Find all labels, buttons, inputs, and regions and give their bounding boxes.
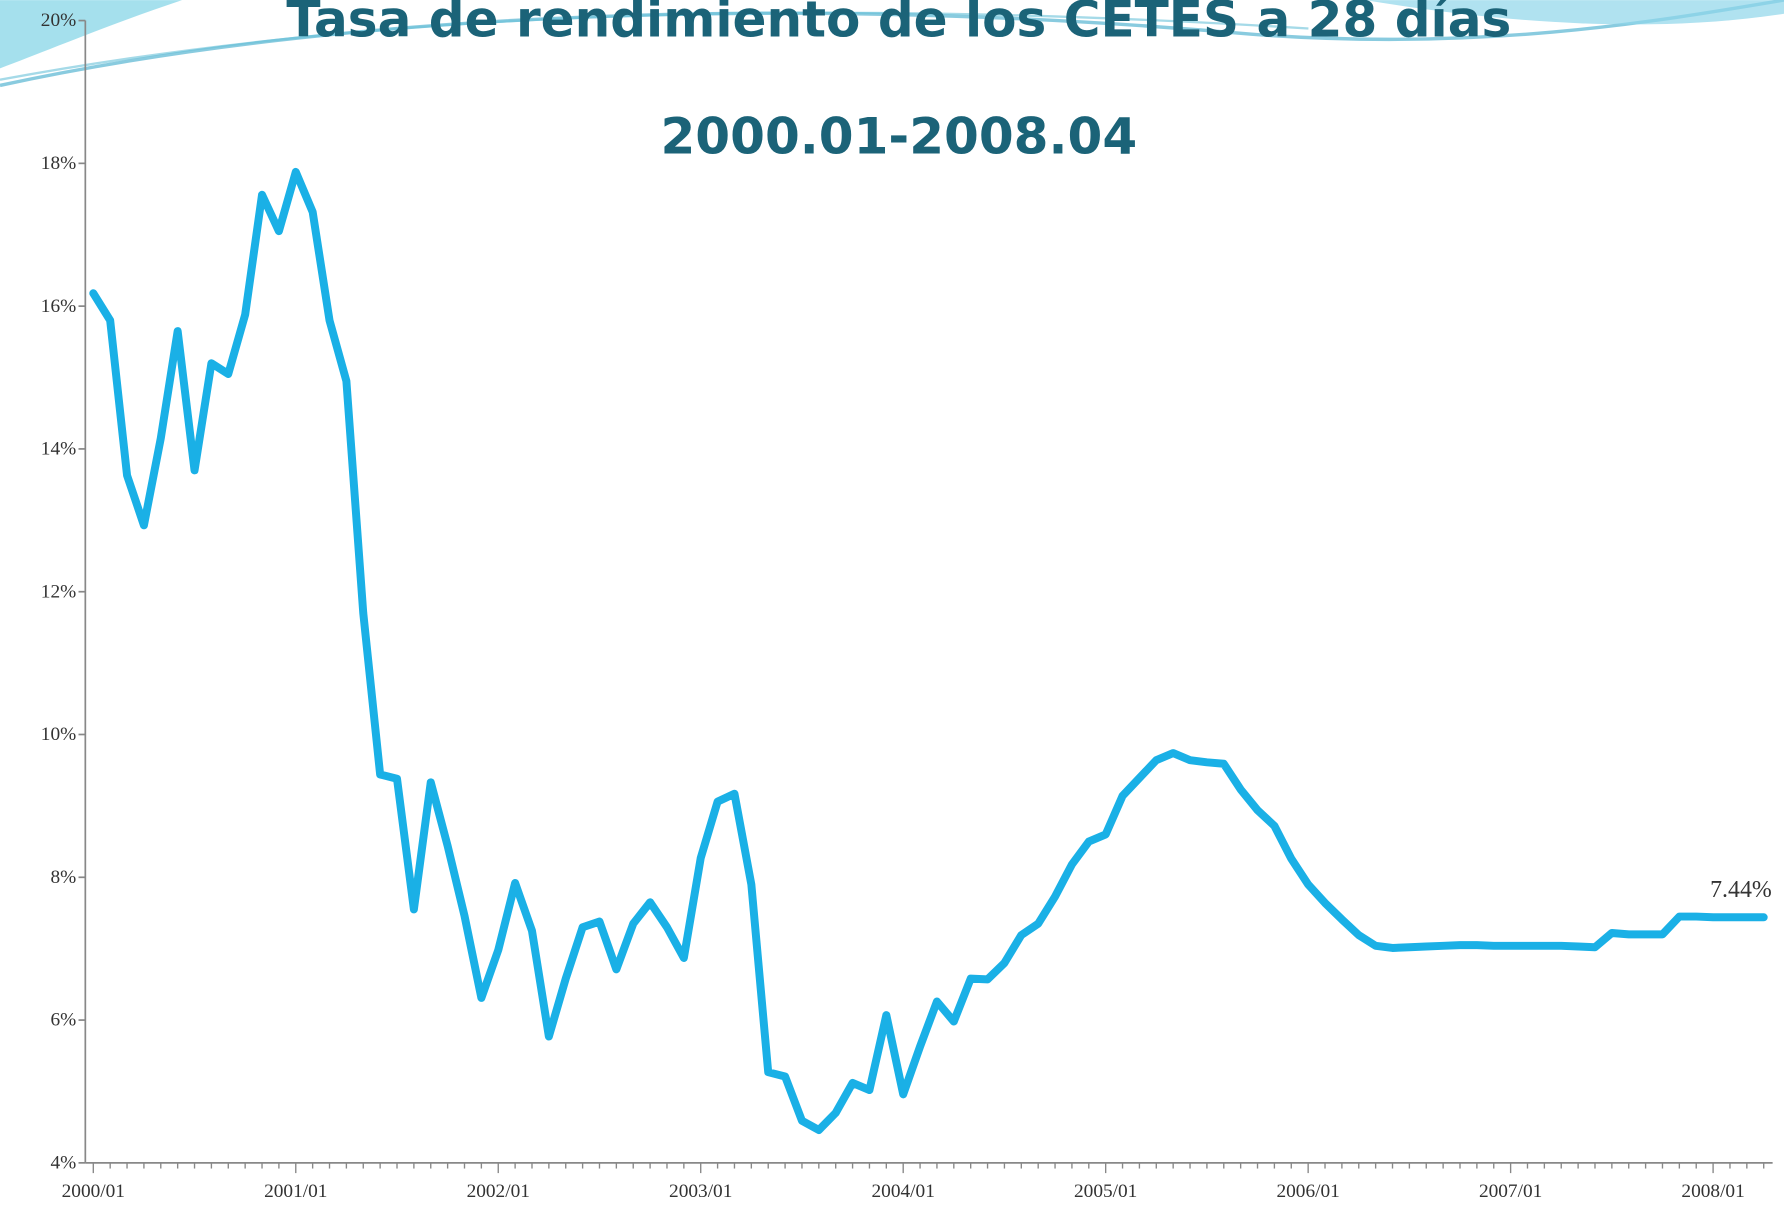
y-tick-label: 12% — [41, 581, 76, 602]
x-tick-label: 2000/01 — [62, 1181, 125, 1202]
y-tick-label: 14% — [41, 439, 76, 460]
value-label: 7.44% — [1710, 877, 1772, 903]
chart-subtitle: 2000.01-2008.04 — [660, 108, 1137, 166]
y-tick-label: 18% — [41, 153, 76, 174]
x-tick-label: 2002/01 — [467, 1181, 530, 1202]
chart-title: Tasa de rendimiento de los CETES a 28 dí… — [286, 0, 1511, 48]
y-tick-label: 6% — [50, 1010, 76, 1031]
x-tick-label: 2005/01 — [1074, 1181, 1137, 1202]
line — [93, 172, 1763, 1130]
x-tick-label: 2001/01 — [264, 1181, 327, 1202]
x-tick-label: 2004/01 — [872, 1181, 935, 1202]
x-tick-label: 2003/01 — [669, 1181, 732, 1202]
x-tick-label: 2006/01 — [1276, 1181, 1339, 1202]
y-tick-label: 20% — [41, 10, 76, 31]
y-tick-label: 10% — [41, 724, 76, 745]
y-tick-label: 4% — [50, 1153, 76, 1174]
x-tick-label: 2008/01 — [1681, 1181, 1744, 1202]
page: {"chart_data": {"type": "line", "title":… — [0, 0, 1784, 1213]
y-tick-label: 8% — [50, 867, 76, 888]
chart: Tasa de rendimiento de los CETES a 28 dí… — [0, 0, 1784, 1213]
x-tick-label: 2007/01 — [1479, 1181, 1542, 1202]
y-tick-label: 16% — [41, 296, 76, 317]
